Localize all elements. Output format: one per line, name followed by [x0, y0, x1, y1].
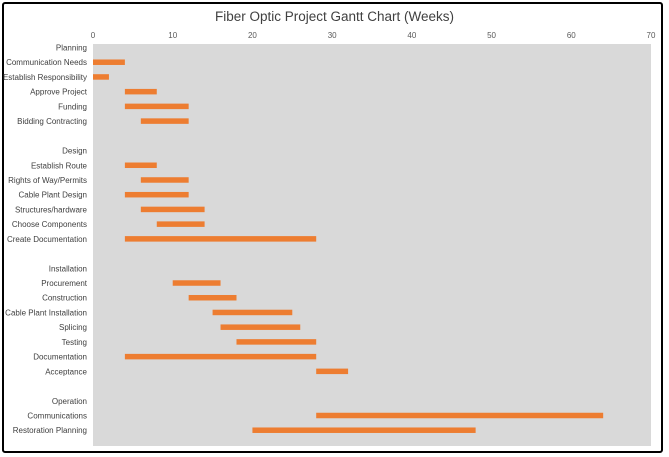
x-tick-label: 40 — [407, 31, 416, 40]
task-bar — [124, 88, 157, 95]
category-label: Communications — [27, 412, 87, 421]
x-tick-label: 50 — [487, 31, 496, 40]
category-label: Approve Project — [30, 88, 88, 97]
task-bar — [124, 103, 189, 110]
category-label: Cable Plant Design — [19, 191, 87, 200]
plot-area — [93, 44, 651, 446]
category-label: Rights of Way/Permits — [8, 176, 87, 185]
task-bar — [252, 427, 476, 433]
task-bar — [172, 280, 221, 286]
task-bar — [316, 412, 604, 419]
category-label: Design — [62, 147, 87, 156]
x-tick-label: 20 — [248, 31, 257, 40]
category-label: Establish Responsibility — [3, 73, 87, 82]
task-bar — [236, 339, 317, 345]
task-bar — [188, 294, 237, 301]
category-label: Funding — [58, 102, 87, 111]
task-bar — [124, 353, 317, 360]
task-bar — [212, 309, 293, 316]
category-label: Operation — [52, 397, 87, 406]
x-tick-label: 10 — [168, 31, 177, 40]
task-bar — [140, 177, 189, 183]
task-bar — [316, 368, 349, 375]
task-bar — [140, 118, 189, 124]
x-tick-label: 70 — [647, 31, 656, 40]
category-label: Create Documentation — [7, 235, 87, 244]
category-label: Structures/hardware — [15, 205, 88, 214]
x-tick-label: 30 — [328, 31, 337, 40]
category-label: Choose Components — [12, 220, 87, 229]
task-bar — [124, 236, 317, 242]
task-bar — [124, 162, 157, 169]
task-bar — [156, 221, 205, 227]
category-label: Construction — [42, 294, 87, 303]
category-label: Installation — [49, 264, 87, 273]
category-label: Restoration Planning — [13, 426, 87, 435]
category-label: Splicing — [59, 323, 87, 332]
task-bar — [220, 324, 301, 330]
task-bar — [93, 59, 125, 65]
category-label: Establish Route — [31, 161, 88, 170]
chart-title: Fiber Optic Project Gantt Chart (Weeks) — [214, 9, 455, 24]
category-label: Testing — [62, 338, 87, 347]
category-label: Documentation — [33, 353, 87, 362]
category-label: Acceptance — [45, 367, 87, 376]
x-tick-label: 0 — [91, 31, 96, 40]
task-bars — [93, 59, 604, 433]
category-labels: Planning Communication Needs Establish Res… — [3, 44, 88, 436]
category-label: Bidding Contracting — [17, 117, 87, 126]
x-axis-ticks: 0 10 20 30 40 50 60 70 — [91, 31, 656, 40]
task-bar — [124, 191, 189, 198]
x-tick-label: 60 — [567, 31, 576, 40]
task-bar — [140, 206, 205, 213]
category-label: Planning — [56, 44, 87, 53]
task-bar — [93, 74, 109, 80]
category-label: Procurement — [41, 279, 88, 288]
category-label: Communication Needs — [6, 58, 87, 67]
category-label: Cable Plant Installation — [5, 308, 87, 317]
